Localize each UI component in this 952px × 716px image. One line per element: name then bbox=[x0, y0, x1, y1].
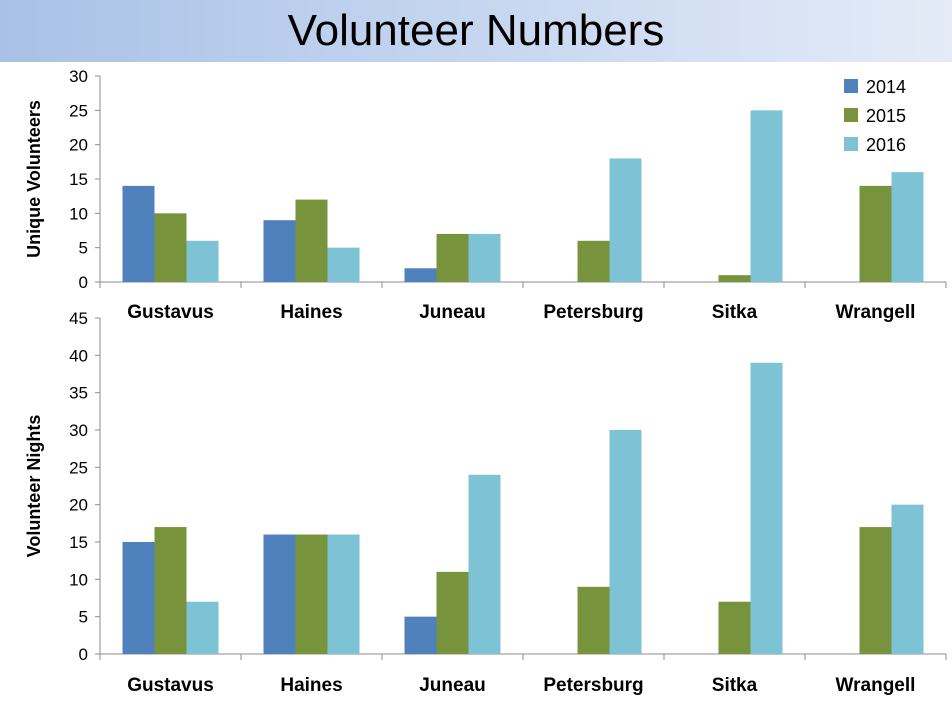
x-tick-label: Petersburg bbox=[543, 302, 643, 323]
bar-2014-gustavus bbox=[122, 542, 155, 654]
bar-2014-haines bbox=[263, 220, 296, 282]
y-tick-label: 10 bbox=[69, 204, 88, 223]
y-tick-label: 0 bbox=[79, 645, 88, 664]
x-tick-label: Wrangell bbox=[836, 302, 916, 323]
legend-swatch-2014 bbox=[844, 79, 858, 93]
y-tick-label: 45 bbox=[69, 309, 88, 328]
bar-2016-juneau bbox=[468, 233, 501, 282]
bar-2016-petersburg bbox=[609, 158, 642, 282]
title-banner bbox=[0, 0, 952, 62]
x-tick-label: Juneau bbox=[419, 675, 486, 696]
bar-2015-juneau bbox=[436, 233, 469, 282]
x-tick-label: Haines bbox=[280, 302, 342, 323]
x-tick-label: Sitka bbox=[712, 302, 758, 323]
bar-2014-haines bbox=[263, 534, 296, 654]
y-tick-label: 25 bbox=[69, 458, 88, 477]
y-tick-label: 15 bbox=[69, 170, 88, 189]
bar-2016-wrangell bbox=[891, 172, 924, 282]
y-tick-label: 5 bbox=[79, 608, 88, 627]
x-tick-label: Gustavus bbox=[127, 675, 214, 696]
y-tick-label: 10 bbox=[69, 570, 88, 589]
y-tick-label: 25 bbox=[69, 101, 88, 120]
y-tick-label: 35 bbox=[69, 384, 88, 403]
y-axis-label: Volunteer Nights bbox=[24, 415, 44, 558]
legend-swatch-2015 bbox=[844, 108, 858, 122]
legend-swatch-2016 bbox=[844, 137, 858, 151]
bar-2015-juneau bbox=[436, 571, 469, 654]
bar-2014-gustavus bbox=[122, 185, 155, 282]
y-tick-label: 15 bbox=[69, 533, 88, 552]
bar-2016-wrangell bbox=[891, 504, 924, 654]
bar-2016-gustavus bbox=[186, 240, 219, 282]
bar-2015-haines bbox=[295, 199, 328, 282]
x-tick-label: Gustavus bbox=[127, 302, 214, 323]
bar-2015-petersburg bbox=[577, 586, 610, 654]
bar-2015-petersburg bbox=[577, 240, 610, 282]
chart-2: 0 5 10 15 20 25 30 35 40 45 Volunteer Nights Gustav… bbox=[24, 309, 947, 696]
bar-2016-haines bbox=[327, 247, 360, 282]
bar-2016-sitka bbox=[750, 110, 783, 282]
bar-2014-juneau bbox=[404, 616, 437, 654]
bar-2015-gustavus bbox=[154, 527, 187, 654]
bar-2015-sitka bbox=[718, 275, 751, 282]
x-tick-label: Petersburg bbox=[543, 675, 643, 696]
y-tick-label: 0 bbox=[79, 273, 88, 292]
bar-2016-petersburg bbox=[609, 430, 642, 654]
bar-2016-gustavus bbox=[186, 601, 219, 654]
y-tick-label: 40 bbox=[69, 346, 88, 365]
y-tick-label: 5 bbox=[79, 239, 88, 258]
bar-2014-juneau bbox=[404, 268, 437, 282]
chart-1: 0 5 10 15 20 25 30 Unique Volunteers Gustavus Hai… bbox=[24, 67, 947, 323]
x-tick-label: Wrangell bbox=[836, 675, 916, 696]
bar-2016-haines bbox=[327, 534, 360, 654]
x-tick-label: Juneau bbox=[419, 302, 486, 323]
legend-label-2014: 2014 bbox=[866, 77, 906, 97]
y-tick-label: 20 bbox=[69, 496, 88, 515]
legend-label-2015: 2015 bbox=[866, 106, 906, 126]
bar-2016-sitka bbox=[750, 362, 783, 654]
y-axis-label: Unique Volunteers bbox=[24, 100, 44, 258]
bar-2015-wrangell bbox=[859, 185, 892, 282]
bar-2016-juneau bbox=[468, 474, 501, 654]
bar-2015-gustavus bbox=[154, 213, 187, 282]
bar-2015-haines bbox=[295, 534, 328, 654]
y-tick-label: 20 bbox=[69, 136, 88, 155]
bar-2015-sitka bbox=[718, 601, 751, 654]
x-tick-label: Sitka bbox=[712, 675, 758, 696]
x-tick-label: Haines bbox=[280, 675, 342, 696]
legend: 2014 2015 2016 bbox=[844, 77, 906, 155]
legend-label-2016: 2016 bbox=[866, 135, 906, 155]
page-title: Volunteer Numbers bbox=[287, 6, 665, 55]
bar-2015-wrangell bbox=[859, 527, 892, 654]
y-tick-label: 30 bbox=[69, 67, 88, 86]
y-tick-label: 30 bbox=[69, 421, 88, 440]
